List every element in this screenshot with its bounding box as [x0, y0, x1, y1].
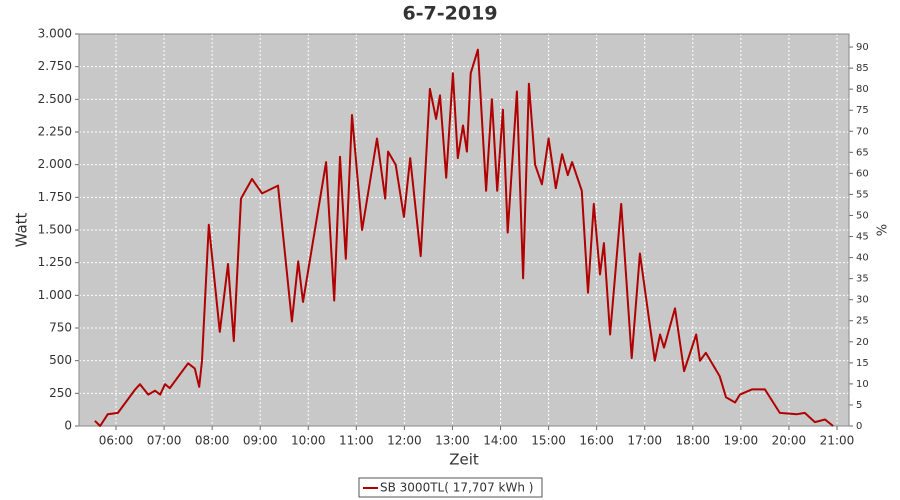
x-tick-label: 07:00 [147, 434, 182, 448]
y-tick-label: 1.250 [38, 255, 72, 269]
y2-tick-label: 65 [856, 147, 869, 158]
y-tick-label: 3.000 [38, 27, 72, 41]
y2-tick-label: 45 [856, 232, 869, 243]
y2-tick-label: 30 [856, 295, 869, 306]
y2-axis-label: % [876, 224, 891, 236]
y2-tick-label: 55 [856, 189, 869, 200]
x-tick-label: 12:00 [387, 434, 422, 448]
x-tick-label: 18:00 [675, 434, 710, 448]
x-tick-label: 06:00 [99, 434, 134, 448]
x-tick-label: 21:00 [820, 434, 855, 448]
y2-tick-label: 5 [856, 400, 862, 411]
y2-tick-label: 60 [856, 168, 869, 179]
legend [358, 477, 543, 498]
x-tick-label: 09:00 [243, 434, 278, 448]
y2-tick-label: 35 [856, 274, 869, 285]
x-axis-label: Zeit [449, 451, 479, 469]
x-tick-label: 15:00 [531, 434, 566, 448]
y-tick-label: 2.500 [38, 92, 72, 106]
plot-border [78, 33, 850, 427]
x-tick-label: 16:00 [579, 434, 614, 448]
y2-tick-label: 70 [856, 126, 869, 137]
x-tick-label: 10:00 [291, 434, 326, 448]
legend-label: SB 3000TL( 17,707 kWh ) [380, 481, 533, 495]
y-tick-label: 250 [49, 386, 72, 400]
y-tick-label: 500 [49, 353, 72, 367]
y2-tick-label: 10 [856, 379, 869, 390]
y2-tick-label: 85 [856, 63, 869, 74]
x-tick-label: 20:00 [772, 434, 807, 448]
x-tick-label: 19:00 [724, 434, 759, 448]
y-axis-label: Watt [13, 212, 31, 247]
chart-title: 6-7-2019 [402, 3, 497, 25]
x-tick-label: 13:00 [435, 434, 470, 448]
y2-tick-label: 50 [856, 210, 869, 221]
y2-tick-label: 25 [856, 316, 869, 327]
y-tick-label: 1.750 [38, 190, 72, 204]
x-tick-label: 17:00 [627, 434, 662, 448]
y2-tick-label: 40 [856, 253, 869, 264]
y2-tick-label: 20 [856, 337, 869, 348]
y2-tick-label: 15 [856, 358, 869, 369]
y-tick-label: 1.000 [38, 288, 72, 302]
y2-tick-label: 90 [856, 42, 869, 53]
y2-tick-label: 75 [856, 105, 869, 116]
y-tick-label: 1.500 [38, 223, 72, 237]
y-tick-label: 750 [49, 321, 72, 335]
y-tick-label: 2.000 [38, 157, 72, 171]
y2-tick-label: 0 [856, 421, 862, 432]
x-tick-label: 11:00 [339, 434, 374, 448]
x-tick-label: 14:00 [483, 434, 518, 448]
y2-tick-label: 80 [856, 84, 869, 95]
y-tick-label: 0 [64, 419, 72, 433]
x-tick-label: 08:00 [195, 434, 230, 448]
series-line [94, 48, 834, 427]
y-tick-label: 2.750 [38, 59, 72, 73]
y-tick-label: 2.250 [38, 125, 72, 139]
